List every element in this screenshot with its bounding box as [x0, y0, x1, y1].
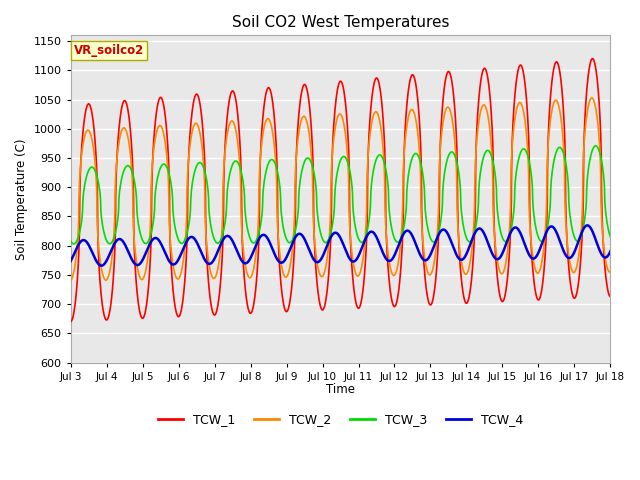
- X-axis label: Time: Time: [326, 383, 355, 396]
- Title: Soil CO2 West Temperatures: Soil CO2 West Temperatures: [232, 15, 449, 30]
- Text: VR_soilco2: VR_soilco2: [74, 44, 144, 57]
- Legend: TCW_1, TCW_2, TCW_3, TCW_4: TCW_1, TCW_2, TCW_3, TCW_4: [153, 408, 528, 431]
- Y-axis label: Soil Temperature (C): Soil Temperature (C): [15, 138, 28, 260]
